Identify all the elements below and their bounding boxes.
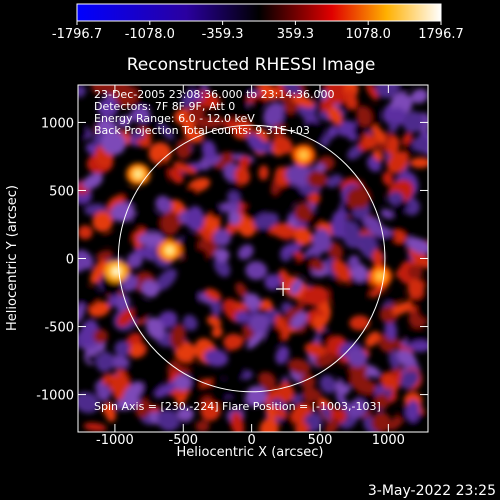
annotation-detectors: Detectors: 7F 8F 9F, Att 0	[94, 100, 235, 113]
x-axis-label: Heliocentric X (arcsec)	[177, 445, 324, 460]
annotation-time-range: 23-Dec-2005 23:08:36.000 to 23:14:36.000	[94, 88, 335, 101]
y-tick-label: 500	[49, 184, 74, 199]
y-axis-label: Heliocentric Y (arcsec)	[5, 185, 20, 331]
colorbar	[76, 3, 442, 22]
spin-axis-marker	[276, 281, 291, 296]
y-tick-label: 0	[66, 253, 74, 268]
colorbar-tick-label: 359.3	[277, 27, 314, 42]
y-tick-label: 1000	[41, 116, 74, 131]
annotation-spin-flare: Spin Axis = [230,-224] Flare Position = …	[94, 400, 381, 413]
y-tick-label: -1000	[36, 389, 74, 404]
y-tick-label: -500	[44, 321, 74, 336]
chart-title: Reconstructed RHESSI Image	[127, 55, 376, 75]
colorbar-tick-label: 1796.7	[418, 27, 464, 42]
x-tick-label: -500	[169, 433, 199, 448]
x-tick-label: 500	[308, 433, 333, 448]
colorbar-tick-label: -1796.7	[52, 27, 102, 42]
annotation-energy-range: Energy Range: 6.0 - 12.0 keV	[94, 112, 255, 125]
footer-date: 3-May-2022 23:25	[368, 483, 496, 499]
x-tick-label: 0	[247, 433, 255, 448]
colorbar-tick-label: 1078.0	[345, 27, 391, 42]
x-tick-label: 1000	[372, 433, 405, 448]
colorbar-tick-label: -1078.0	[125, 27, 175, 42]
y-axis-ticks: -1000 -500 0 500 1000	[36, 116, 428, 404]
annotation-method-counts: Back Projection Total counts: 9.31E+03	[94, 124, 310, 137]
solar-limb-circle	[117, 124, 386, 393]
x-tick-label: -1000	[96, 433, 134, 448]
colorbar-ticks: -1796.7 -1078.0 -359.3 359.3 1078.0 1796.7	[52, 21, 464, 42]
colorbar-tick-label: -359.3	[202, 27, 244, 42]
x-axis-ticks: -1000 -500 0 500 1000	[96, 85, 405, 448]
heatmap-image	[78, 85, 428, 432]
